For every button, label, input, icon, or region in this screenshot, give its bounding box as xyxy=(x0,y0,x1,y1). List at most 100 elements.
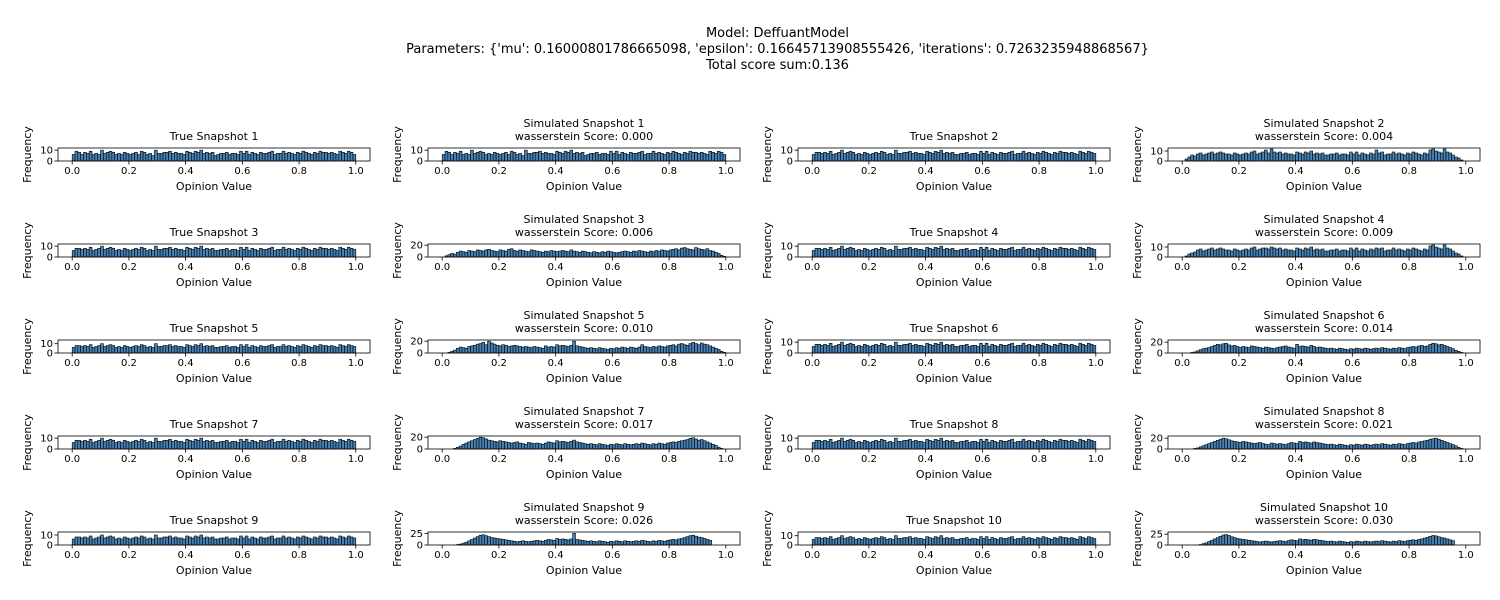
histogram-bar xyxy=(970,249,975,258)
histogram-bar xyxy=(814,344,819,354)
histogram-bar xyxy=(475,152,480,162)
histogram-bar xyxy=(1247,153,1251,162)
histogram-bar xyxy=(976,250,980,258)
histogram-bar xyxy=(74,440,79,450)
x-tick-label: 0.8 xyxy=(291,550,307,561)
histogram-bar xyxy=(456,251,460,258)
histogram-bar xyxy=(913,152,918,162)
histogram-bar xyxy=(312,152,317,162)
histogram-bar xyxy=(566,152,571,162)
histogram-bar xyxy=(1312,346,1316,354)
histogram-bar xyxy=(654,250,659,258)
histogram-bar xyxy=(128,442,133,450)
histogram-bar xyxy=(1298,538,1302,546)
histogram-bar xyxy=(1451,348,1455,354)
histogram-bar xyxy=(648,153,653,162)
x-tick-label: 0.0 xyxy=(434,166,450,177)
histogram-bar xyxy=(261,346,266,354)
histogram-bar xyxy=(1425,345,1430,354)
histogram-bar xyxy=(541,443,545,450)
histogram-bar xyxy=(100,245,104,258)
histogram-bar xyxy=(640,344,644,354)
histogram-bar xyxy=(688,249,693,258)
histogram-bar xyxy=(1064,248,1068,258)
histogram-bar xyxy=(1081,440,1085,450)
x-axis-label: Opinion Value xyxy=(1286,180,1362,193)
histogram-bar xyxy=(691,342,695,354)
histogram-bar xyxy=(1286,443,1291,450)
y-tick-label: 0 xyxy=(1157,541,1163,552)
histogram-bar xyxy=(1414,346,1418,354)
histogram-bar xyxy=(1018,249,1023,258)
histogram-bar xyxy=(492,343,497,354)
histogram-bar xyxy=(103,441,107,450)
x-tick-label: 1.0 xyxy=(718,358,734,369)
histogram-bar xyxy=(239,344,243,354)
histogram-bar xyxy=(908,536,912,546)
histogram-bar xyxy=(1227,535,1231,546)
histogram-bar xyxy=(134,248,138,258)
histogram-bar xyxy=(156,153,161,162)
histogram-bar xyxy=(1289,347,1294,354)
histogram-bar xyxy=(154,149,158,162)
histogram-bar xyxy=(984,438,989,450)
histogram-bar xyxy=(939,245,943,258)
histogram-bar xyxy=(349,248,354,258)
histogram-bar xyxy=(518,540,522,546)
histogram-bar xyxy=(1052,152,1057,162)
histogram-bar xyxy=(341,345,345,354)
histogram-bar xyxy=(1258,347,1262,354)
histogram-bar xyxy=(668,153,673,162)
histogram-bar xyxy=(865,441,870,450)
histogram-bar xyxy=(278,537,283,546)
histogram-bar xyxy=(578,442,582,450)
histogram-bar xyxy=(600,443,605,450)
x-tick-label: 0.0 xyxy=(434,262,450,273)
histogram-bar xyxy=(1354,247,1359,258)
x-tick-label: 0.4 xyxy=(548,358,564,369)
histogram-bar xyxy=(159,153,164,162)
histogram-bar xyxy=(458,346,463,354)
plot-frame xyxy=(427,243,741,258)
histogram-bar xyxy=(267,536,272,546)
histogram-bar xyxy=(1272,443,1277,450)
histogram-bar xyxy=(165,248,169,258)
histogram-bar xyxy=(817,440,821,450)
histogram-bar xyxy=(71,442,76,450)
histogram-bar xyxy=(1035,152,1040,162)
histogram-bar xyxy=(592,347,596,354)
histogram-bar xyxy=(74,345,79,354)
histogram-bar xyxy=(563,250,568,258)
histogram-bar xyxy=(911,345,915,354)
histogram-bar xyxy=(908,246,912,258)
histogram-bar xyxy=(139,150,144,162)
histogram-bar xyxy=(682,439,687,450)
histogram-bar xyxy=(244,535,249,546)
histogram-bar xyxy=(312,248,317,258)
histogram-bar xyxy=(281,438,286,450)
histogram-bar xyxy=(484,249,488,258)
histogram-bar xyxy=(1451,154,1455,162)
histogram-bar xyxy=(592,153,596,162)
histogram-bar xyxy=(549,442,554,450)
histogram-bar xyxy=(928,152,932,162)
histogram-bar xyxy=(1193,251,1197,258)
histogram-bar xyxy=(1394,153,1399,162)
histogram-bar xyxy=(1320,152,1325,162)
histogram-bar xyxy=(549,250,554,258)
histogram-bar xyxy=(295,345,300,354)
y-axis-label: Frequency xyxy=(761,126,774,183)
histogram-bar xyxy=(1380,443,1384,450)
histogram-bar xyxy=(1309,150,1313,162)
histogram-bar xyxy=(677,441,681,450)
histogram-bar xyxy=(227,154,232,162)
x-tick-label: 0.8 xyxy=(1401,262,1417,273)
histogram-bar xyxy=(891,346,895,354)
histogram-bar xyxy=(1266,347,1271,354)
histogram-bar xyxy=(301,438,306,450)
histogram-bar xyxy=(71,154,76,162)
histogram-bar xyxy=(959,441,963,450)
histogram-bar xyxy=(467,540,471,546)
histogram-bar xyxy=(674,345,678,354)
histogram-bar xyxy=(569,249,573,258)
